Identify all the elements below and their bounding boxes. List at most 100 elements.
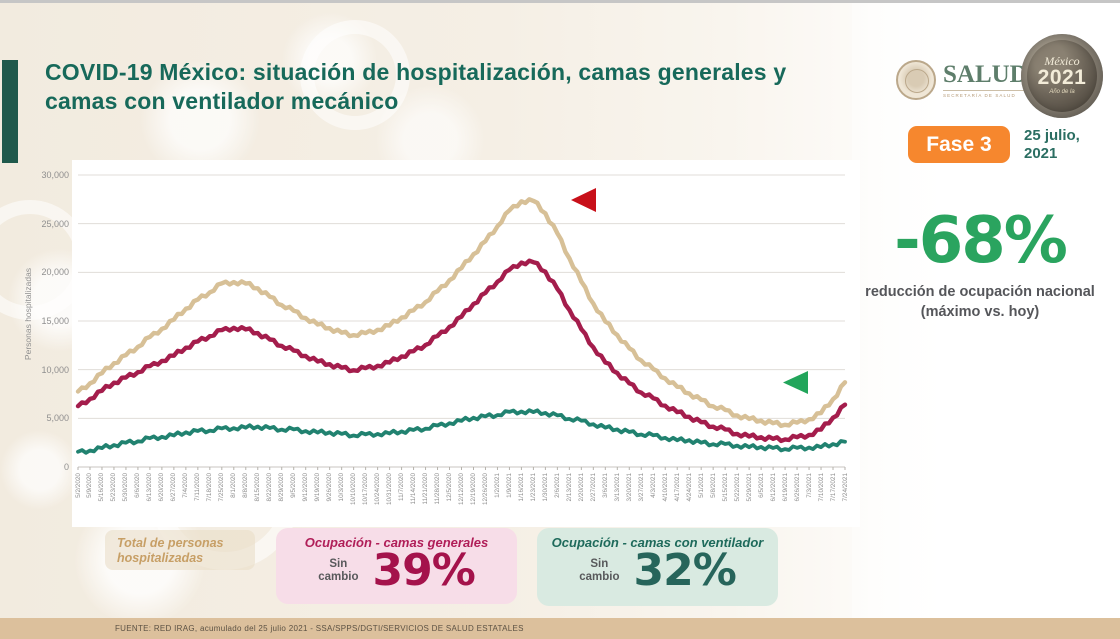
x-tick-label: 6/20/2020 bbox=[158, 473, 166, 502]
series-line-total bbox=[75, 197, 848, 429]
x-tick-label: 12/19/2020 bbox=[469, 473, 477, 505]
max-marker-icon bbox=[571, 188, 596, 212]
x-tick-label: 5/2/2020 bbox=[74, 473, 82, 498]
y-tick-label: 25,000 bbox=[41, 218, 69, 229]
x-tick-label: 9/19/2020 bbox=[314, 473, 322, 502]
x-tick-label: 8/22/2020 bbox=[266, 473, 274, 502]
x-tick-label: 12/12/2020 bbox=[458, 473, 465, 505]
x-tick-label: 4/3/2021 bbox=[649, 473, 657, 498]
salud-logo-name: SALUD bbox=[943, 61, 1028, 88]
page-title: COVID-19 México: situación de hospitaliz… bbox=[45, 59, 787, 114]
x-tick-label: 7/10/2021 bbox=[817, 473, 825, 502]
x-tick-label: 7/18/2020 bbox=[206, 473, 214, 502]
camas-ventilador-title: Ocupación - camas con ventilador bbox=[551, 535, 764, 550]
x-tick-label: 7/17/2021 bbox=[829, 473, 837, 502]
series-line-generales bbox=[75, 258, 848, 444]
x-tick-label: 8/8/2020 bbox=[242, 473, 250, 498]
x-tick-label: 7/11/2020 bbox=[194, 473, 202, 501]
x-tick-label: 10/3/2020 bbox=[338, 473, 346, 502]
x-tick-label: 6/27/2020 bbox=[170, 473, 178, 502]
x-tick-label: 12/5/2020 bbox=[446, 473, 454, 502]
x-tick-label: 10/31/2020 bbox=[386, 473, 394, 505]
mexico-logo-tagline: Año de la bbox=[1049, 89, 1075, 96]
x-tick-label: 7/4/2020 bbox=[182, 473, 190, 498]
x-tick-label: 4/24/2021 bbox=[685, 473, 693, 502]
x-tick-label: 3/6/2021 bbox=[601, 473, 609, 498]
x-tick-label: 3/13/2021 bbox=[613, 473, 621, 502]
x-tick-label: 6/5/2021 bbox=[757, 473, 765, 498]
x-tick-label: 5/15/2021 bbox=[721, 473, 729, 502]
report-date: 25 julio, 2021 bbox=[1024, 127, 1080, 162]
x-tick-label: 8/15/2020 bbox=[254, 473, 262, 502]
x-tick-label: 5/23/2020 bbox=[110, 473, 118, 502]
x-tick-label: 2/13/2021 bbox=[565, 473, 573, 502]
current-marker-icon bbox=[783, 371, 808, 394]
x-tick-label: 7/25/2020 bbox=[218, 473, 226, 502]
x-tick-label: 5/30/2020 bbox=[122, 473, 130, 502]
x-tick-label: 5/29/2021 bbox=[745, 473, 753, 502]
salud-logo-subtitle: SECRETARÍA DE SALUD bbox=[943, 90, 1028, 98]
salud-logo: SALUD SECRETARÍA DE SALUD bbox=[896, 56, 1028, 104]
reduction-stat-value: -68% bbox=[894, 204, 1068, 278]
x-tick-label: 12/26/2020 bbox=[481, 473, 489, 505]
x-tick-label: 6/12/2021 bbox=[769, 473, 777, 502]
x-tick-label: 5/22/2021 bbox=[733, 473, 741, 502]
reduction-stat-caption: reducción de ocupación nacional (máximo … bbox=[865, 284, 1095, 320]
series-line-ventilador bbox=[76, 408, 847, 455]
x-tick-label: 5/16/2020 bbox=[98, 473, 106, 502]
x-tick-label: 11/7/2020 bbox=[398, 473, 406, 501]
x-tick-label: 3/20/2021 bbox=[625, 473, 633, 502]
mexico-logo-word: México bbox=[1044, 54, 1080, 69]
camas-ventilador-value: 32% bbox=[633, 545, 736, 596]
title-accent-bar bbox=[2, 60, 18, 163]
x-tick-label: 6/6/2020 bbox=[134, 473, 142, 498]
x-tick-label: 9/26/2020 bbox=[326, 473, 334, 502]
salud-eagle-seal-icon bbox=[896, 60, 936, 100]
legend-box-camas-ventilador: Ocupación - camas con ventilador Sin cam… bbox=[537, 528, 778, 606]
y-tick-label: 15,000 bbox=[41, 316, 69, 326]
x-tick-label: 10/24/2020 bbox=[374, 473, 382, 505]
x-tick-label: 1/2/2021 bbox=[493, 473, 501, 498]
source-footer: FUENTE: RED IRAG, acumulado del 25 julio… bbox=[0, 618, 1120, 639]
legend-box-camas-generales: Ocupación - camas generales Sin cambio 3… bbox=[276, 528, 517, 604]
source-footer-text: FUENTE: RED IRAG, acumulado del 25 julio… bbox=[115, 624, 524, 633]
x-tick-label: 9/5/2020 bbox=[290, 473, 298, 498]
x-tick-label: 7/3/2021 bbox=[805, 473, 813, 498]
y-tick-label: 5,000 bbox=[46, 413, 69, 424]
x-tick-label: 4/10/2021 bbox=[661, 473, 669, 502]
x-tick-label: 6/13/2020 bbox=[146, 473, 154, 502]
x-tick-label: 5/8/2021 bbox=[709, 473, 717, 498]
y-tick-label: 30,000 bbox=[41, 170, 69, 180]
x-tick-label: 10/10/2020 bbox=[350, 473, 358, 505]
x-tick-label: 3/27/2021 bbox=[637, 473, 645, 502]
camas-ventilador-status: Sin cambio bbox=[579, 557, 620, 583]
x-tick-label: 1/16/2021 bbox=[517, 473, 525, 502]
window-top-edge bbox=[0, 0, 1120, 3]
camas-generales-title: Ocupación - camas generales bbox=[304, 535, 489, 550]
x-tick-label: 9/12/2020 bbox=[302, 473, 310, 502]
reduction-stat: -68% reducción de ocupación nacional (má… bbox=[852, 204, 1108, 322]
x-tick-label: 4/17/2021 bbox=[673, 473, 681, 502]
x-tick-label: 6/19/2021 bbox=[781, 473, 789, 502]
x-tick-label: 10/17/2020 bbox=[362, 473, 370, 505]
legend-box-total: Total de personas hospitalizadas bbox=[105, 530, 255, 570]
y-tick-label: 0 bbox=[63, 462, 69, 472]
mexico-logo-year: 2021 bbox=[1037, 66, 1087, 90]
x-tick-label: 11/14/2020 bbox=[410, 473, 418, 505]
x-tick-label: 5/9/2020 bbox=[86, 473, 94, 498]
x-tick-label: 8/29/2020 bbox=[278, 473, 286, 502]
y-tick-label: 10,000 bbox=[41, 364, 69, 375]
x-tick-label: 7/24/2021 bbox=[841, 473, 849, 502]
chart-plot-background bbox=[72, 160, 860, 527]
y-tick-label: 20,000 bbox=[41, 267, 69, 278]
camas-generales-value: 39% bbox=[372, 545, 475, 596]
x-tick-label: 1/30/2021 bbox=[541, 473, 549, 502]
x-tick-label: 8/1/2020 bbox=[230, 473, 238, 498]
x-tick-label: 6/26/2021 bbox=[793, 473, 801, 502]
mexico-2021-logo: México 2021 Año de la bbox=[1021, 34, 1103, 118]
x-tick-label: 2/20/2021 bbox=[577, 473, 585, 502]
camas-generales-status: Sin cambio bbox=[318, 557, 359, 583]
x-tick-label: 5/1/2021 bbox=[697, 473, 705, 498]
